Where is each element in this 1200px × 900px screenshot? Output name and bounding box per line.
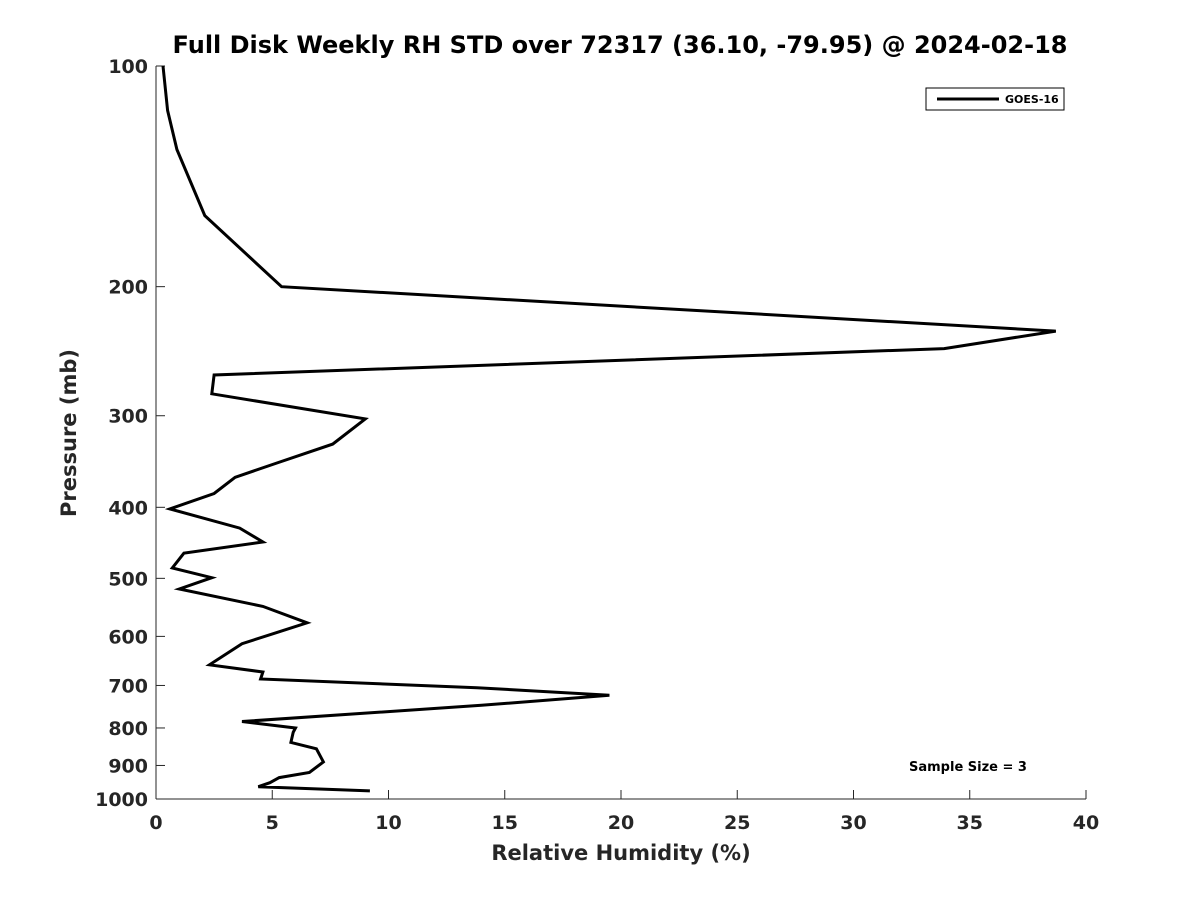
- x-tick-label-40: 40: [1073, 812, 1099, 834]
- legend: GOES-16: [925, 87, 1065, 111]
- x-tick-label-15: 15: [492, 812, 518, 834]
- x-axis-label: Relative Humidity (%): [491, 841, 750, 865]
- y-tick-label-400: 400: [108, 497, 148, 519]
- x-tick-label-10: 10: [375, 812, 401, 834]
- x-tick-label-35: 35: [957, 812, 983, 834]
- chart-title: Full Disk Weekly RH STD over 72317 (36.1…: [173, 31, 1068, 59]
- y-tick-label-500: 500: [108, 568, 148, 590]
- x-tick-label-5: 5: [266, 812, 279, 834]
- y-tick-label-800: 800: [108, 718, 148, 740]
- y-tick-label-1000: 1000: [95, 789, 148, 811]
- axes: 0 5 10 15 20 25 30 35 40 100 200 300 400 500 600 700 800…: [95, 56, 1099, 834]
- y-tick-label-200: 200: [108, 277, 148, 299]
- x-tick-label-30: 30: [840, 812, 866, 834]
- legend-label: GOES-16: [1005, 93, 1059, 106]
- x-tick-label-20: 20: [608, 812, 634, 834]
- series-line-goes-16: [161, 65, 1057, 793]
- y-tick-label-100: 100: [108, 56, 148, 78]
- x-tick-label-25: 25: [724, 812, 750, 834]
- y-tick-label-700: 700: [108, 675, 148, 697]
- y-tick-label-900: 900: [108, 755, 148, 777]
- x-tick-label-0: 0: [149, 812, 162, 834]
- y-tick-label-300: 300: [108, 406, 148, 428]
- sample-size-annotation: Sample Size = 3: [909, 760, 1027, 775]
- y-axis-label: Pressure (mb): [57, 349, 81, 517]
- y-tick-label-600: 600: [108, 626, 148, 648]
